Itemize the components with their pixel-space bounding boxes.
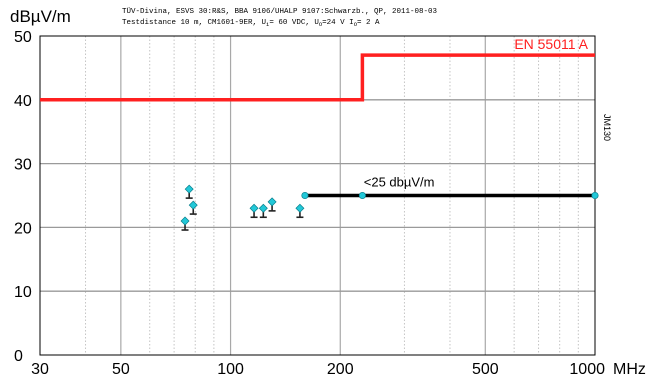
- x-tick-label: 500: [472, 361, 499, 378]
- y-tick-label: 10: [14, 284, 32, 301]
- x-tick-label: 30: [31, 361, 49, 378]
- measurement-marker: [180, 216, 190, 226]
- x-tick-label: 100: [217, 361, 244, 378]
- measurement-point: [180, 216, 190, 231]
- header-line-2: Testdistance 10 m, CM1601-9ER, Ui= 60 VD…: [122, 19, 380, 28]
- header-line-2-part-d: = 2 A: [357, 19, 380, 27]
- x-tick-label: 200: [327, 361, 354, 378]
- y-tick-label: 40: [14, 93, 32, 110]
- x-tick-label: 50: [112, 361, 130, 378]
- measurement-point: [249, 203, 259, 219]
- measurement-marker: [249, 203, 259, 213]
- y-tick-label: 50: [14, 29, 32, 46]
- y-axis-label: dBµV/m: [10, 7, 71, 26]
- measurement-point: [258, 203, 268, 219]
- limit-line: [40, 53, 595, 102]
- measurement-point: [184, 184, 194, 199]
- header-line-2-sub-b: O: [319, 21, 323, 28]
- x-tick-label: 1000: [569, 361, 605, 378]
- y-tick-label: 0: [14, 348, 23, 365]
- measurement-point: [295, 203, 305, 219]
- header-line-2-sub-a: i: [266, 21, 270, 28]
- header-line-2-part-a: Testdistance 10 m, CM1601-9ER, U: [122, 19, 266, 27]
- limit-line-label: EN 55011 A: [514, 36, 588, 52]
- target-line-marker: [591, 191, 599, 200]
- measurement-point: [267, 197, 277, 212]
- measurement-marker: [184, 184, 194, 194]
- y-tick-label: 20: [14, 220, 32, 237]
- header-line-2-part-b: = 60 VDC, U: [269, 19, 319, 27]
- measurement-marker: [188, 200, 198, 210]
- measurement-marker: [295, 203, 305, 213]
- labels-layer: 0 10 20 30 40 50 30 50 100 200 500 1000 MHz EN 55011 …: [14, 29, 646, 378]
- y-tick-label: 30: [14, 157, 32, 174]
- target-line-marker: [301, 191, 309, 200]
- target-line-marker: [358, 191, 366, 200]
- measurement-marker: [267, 197, 277, 207]
- header-line-2-sub-c: O: [354, 21, 358, 28]
- x-axis-unit: MHz: [613, 361, 646, 378]
- header-line-1: TÜV-Divina, ESVS 30:R&S, BBA 9106/UHALP …: [122, 7, 438, 16]
- measurement-marker: [258, 203, 268, 213]
- series-layer: [40, 53, 599, 231]
- target-line-label: <25 dbµV/m: [364, 175, 435, 190]
- measurement-point: [188, 200, 198, 215]
- side-annotation: JM130: [602, 114, 612, 141]
- header-line-2-part-c: =24 V I: [322, 19, 354, 27]
